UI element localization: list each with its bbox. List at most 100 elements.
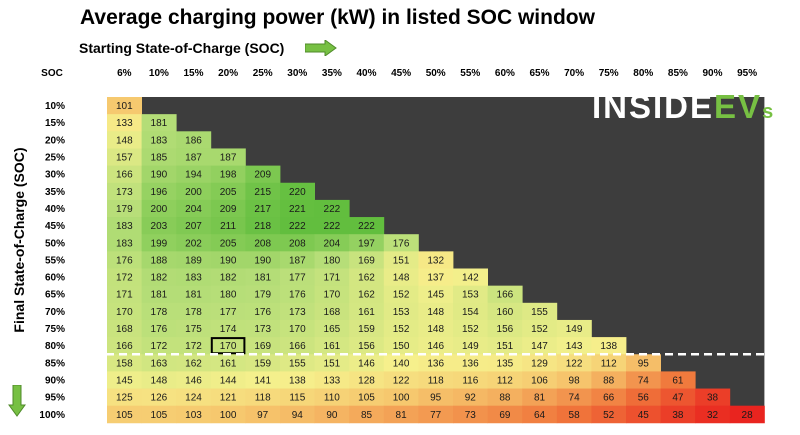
cell-value-label: 95 [638, 358, 650, 369]
insideevs-logo: INSIDEEVs [592, 88, 774, 125]
x-tick-label: 25% [253, 68, 273, 79]
corner-label: SOC [41, 68, 63, 79]
heatmap-cell [349, 337, 385, 355]
cell-value-label: 185 [151, 153, 168, 164]
heatmap-cell [556, 371, 592, 389]
heatmap-cell [383, 285, 419, 304]
cell-value-label: 155 [289, 358, 306, 369]
heatmap-cell [453, 337, 488, 355]
heatmap-cell [280, 371, 315, 389]
heatmap-cell [245, 182, 281, 201]
cell-value-label: 38 [707, 393, 719, 404]
x-tick-label: 45% [391, 68, 411, 79]
cell-value-label: 151 [393, 255, 410, 266]
heatmap-cell [522, 388, 558, 407]
y-tick-label: 95% [45, 393, 65, 404]
cell-value-label: 88 [603, 375, 615, 386]
heatmap-cell [556, 405, 592, 424]
cell-value-label: 101 [116, 101, 133, 112]
cell-value-label: 215 [254, 187, 271, 198]
heatmap-cell [107, 182, 142, 201]
heatmap-cell [453, 285, 488, 304]
heatmap-cell [176, 268, 212, 287]
heatmap-cell [314, 268, 350, 287]
cell-value-label: 221 [289, 204, 306, 215]
cell-value-label: 148 [116, 135, 133, 146]
cell-value-label: 190 [254, 255, 271, 266]
cell-value-label: 153 [462, 290, 479, 301]
cell-value-label: 203 [151, 221, 168, 232]
cell-value-label: 181 [185, 290, 202, 301]
heatmap-cell [141, 199, 177, 218]
heatmap-cell [418, 337, 454, 355]
heatmap-cell [418, 268, 454, 287]
heatmap-cell [107, 131, 142, 149]
cell-value-label: 218 [254, 221, 271, 232]
cell-value-label: 144 [220, 375, 237, 386]
cell-value-label: 209 [220, 204, 237, 215]
cell-value-label: 148 [393, 273, 410, 284]
heatmap-cell [626, 405, 661, 424]
heatmap-cell [176, 319, 212, 338]
cell-value-label: 179 [254, 290, 271, 301]
cell-value-label: 98 [569, 375, 581, 386]
heatmap-cell [314, 285, 350, 304]
cell-value-label: 133 [324, 375, 341, 386]
heatmap-cell [487, 388, 523, 407]
heatmap-cell [176, 234, 212, 252]
cell-value-label: 170 [220, 341, 237, 352]
heatmap-cell [280, 388, 315, 407]
heatmap-cell [176, 131, 212, 149]
heatmap-cell [314, 371, 350, 389]
heatmap-cell [453, 371, 488, 389]
heatmap-cell [107, 388, 142, 407]
heatmap-cell [176, 405, 212, 424]
heatmap-cell [141, 165, 177, 184]
heatmap-cell [487, 302, 523, 321]
heatmap-cell [660, 405, 696, 424]
cell-value-label: 100 [220, 410, 237, 421]
y-tick-label: 35% [45, 187, 65, 198]
cell-value-label: 177 [289, 273, 306, 284]
heatmap-cell [453, 302, 488, 321]
heatmap-cell [314, 405, 350, 424]
x-tick-label: 30% [287, 68, 307, 79]
cell-value-label: 189 [185, 255, 202, 266]
cell-value-label: 194 [185, 170, 202, 181]
heatmap-cell [210, 388, 246, 407]
heatmap-cell [522, 371, 558, 389]
cell-value-label: 173 [254, 324, 271, 335]
heatmap-cell [383, 234, 419, 252]
cell-value-label: 77 [430, 410, 442, 421]
cell-value-label: 196 [151, 187, 168, 198]
cell-value-label: 183 [185, 273, 202, 284]
heatmap-cell [383, 371, 419, 389]
cell-value-label: 181 [254, 273, 271, 284]
heatmap-cell [176, 165, 212, 184]
cell-value-label: 125 [116, 393, 133, 404]
x-axis-title: Starting State-of-Charge (SOC) [79, 40, 285, 56]
heatmap-cell [141, 319, 177, 338]
x-tick-label: 60% [495, 68, 515, 79]
cell-value-label: 200 [151, 204, 168, 215]
heatmap-cell [245, 319, 281, 338]
heatmap-cell [314, 217, 350, 235]
x-tick-label: 95% [737, 68, 757, 79]
cell-value-label: 142 [462, 273, 479, 284]
heatmap-cell [418, 354, 454, 372]
cell-value-label: 132 [427, 255, 444, 266]
cell-value-label: 28 [742, 410, 754, 421]
heatmap-cell [487, 319, 523, 338]
cell-value-label: 56 [638, 393, 650, 404]
heatmap-cell [141, 388, 177, 407]
down-arrow-icon [8, 385, 26, 417]
cell-value-label: 135 [497, 358, 514, 369]
cell-value-label: 105 [151, 410, 168, 421]
cell-value-label: 81 [396, 410, 408, 421]
cell-value-label: 173 [289, 307, 306, 318]
heatmap-cell [280, 337, 315, 355]
heatmap-cell [314, 337, 350, 355]
cell-value-label: 69 [499, 410, 511, 421]
cell-value-label: 100 [393, 393, 410, 404]
cell-value-label: 159 [254, 358, 271, 369]
